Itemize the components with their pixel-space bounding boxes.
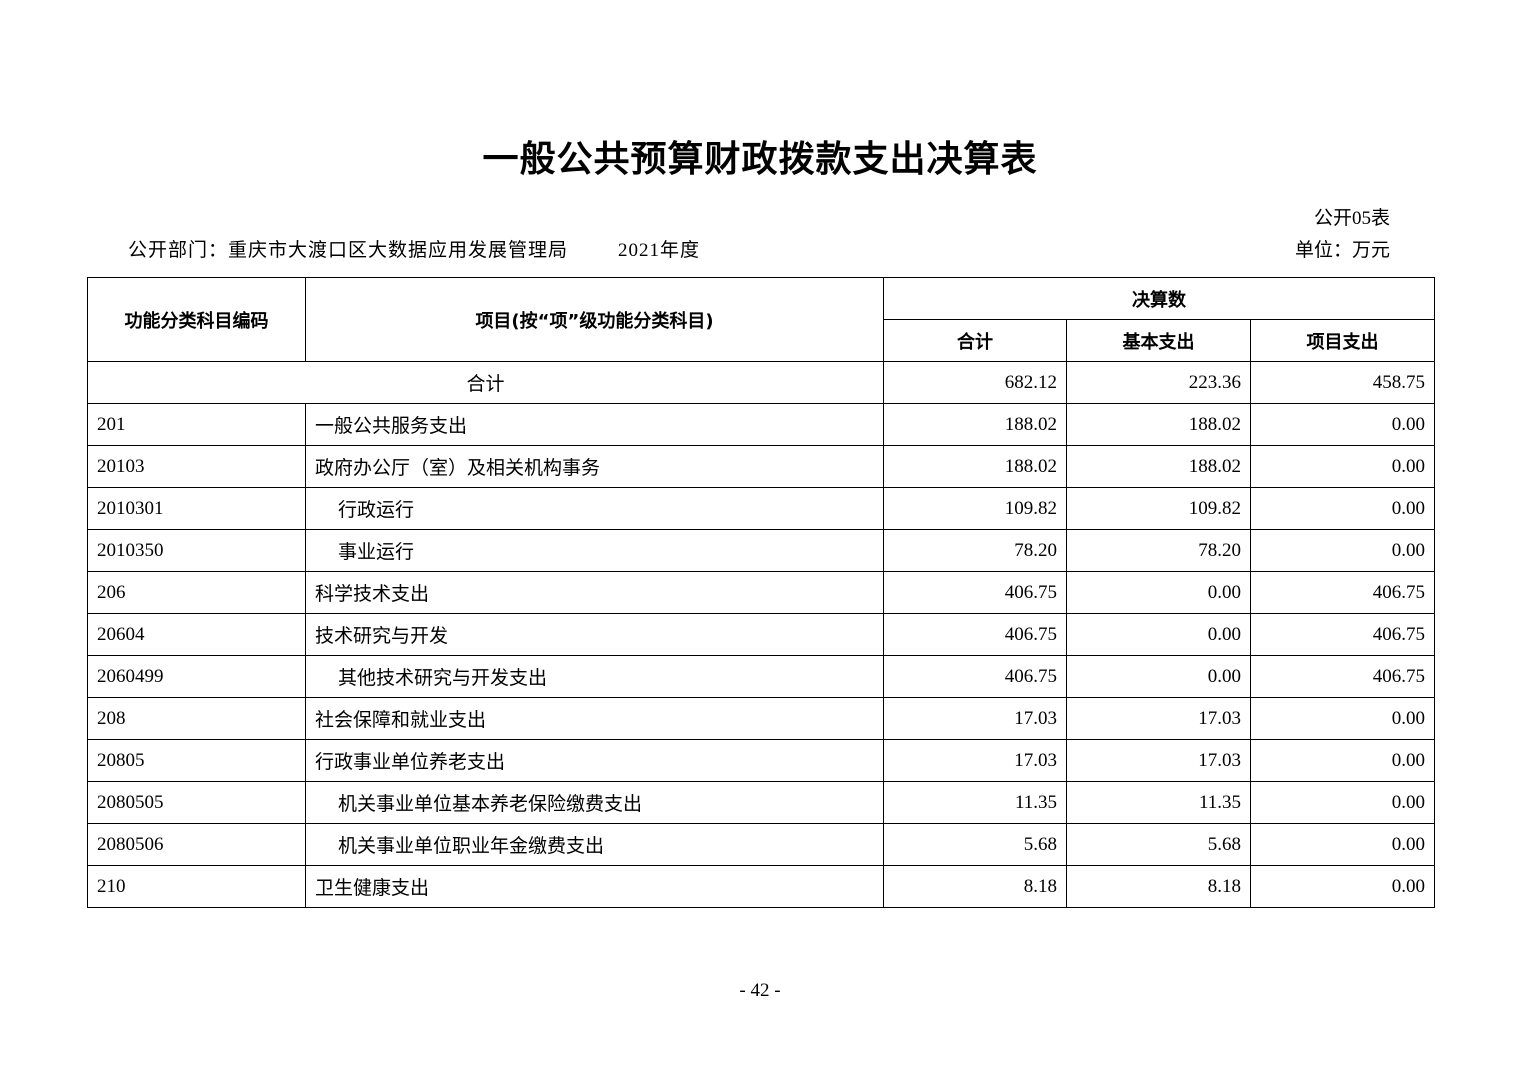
cell-name: 政府办公厅（室）及相关机构事务 bbox=[305, 445, 884, 488]
table-row: 2080506 机关事业单位职业年金缴费支出 5.68 5.68 0.00 bbox=[87, 823, 1435, 866]
cell-basic: 78.20 bbox=[1066, 529, 1251, 572]
department: 公开部门：重庆市大渡口区大数据应用发展管理局 bbox=[128, 240, 569, 261]
total-label: 合计 bbox=[87, 361, 884, 404]
cell-name: 社会保障和就业支出 bbox=[305, 697, 884, 740]
cell-total: 406.75 bbox=[883, 571, 1067, 614]
header-project: 项目支出 bbox=[1250, 319, 1435, 362]
cell-name: 一般公共服务支出 bbox=[305, 403, 884, 446]
table-number: 公开05表 bbox=[1313, 208, 1390, 229]
cell-basic: 5.68 bbox=[1066, 823, 1251, 866]
cell-code: 210 bbox=[87, 865, 306, 908]
cell-total: 109.82 bbox=[883, 487, 1067, 530]
total-basic: 223.36 bbox=[1066, 361, 1251, 404]
cell-code: 2010350 bbox=[87, 529, 306, 572]
table-row: 201 一般公共服务支出 188.02 188.02 0.00 bbox=[87, 403, 1435, 446]
total-project: 458.75 bbox=[1250, 361, 1435, 404]
cell-name: 卫生健康支出 bbox=[305, 865, 884, 908]
cell-code: 20604 bbox=[87, 613, 306, 656]
cell-project: 0.00 bbox=[1250, 865, 1435, 908]
document-title: 一般公共预算财政拨款支出决算表 bbox=[482, 139, 1038, 180]
cell-total: 188.02 bbox=[883, 403, 1067, 446]
cell-name: 事业运行 bbox=[305, 529, 884, 572]
header-basic: 基本支出 bbox=[1066, 319, 1251, 362]
year: 2021年度 bbox=[618, 240, 701, 261]
cell-code: 208 bbox=[87, 697, 306, 740]
header-row: 功能分类科目编码 项目(按“项”级功能分类科目) 决算数 bbox=[87, 277, 1435, 362]
cell-basic: 0.00 bbox=[1066, 613, 1251, 656]
cell-basic: 11.35 bbox=[1066, 781, 1251, 824]
cell-name: 行政事业单位养老支出 bbox=[305, 739, 884, 782]
cell-project: 0.00 bbox=[1250, 403, 1435, 446]
cell-total: 17.03 bbox=[883, 739, 1067, 782]
cell-project: 406.75 bbox=[1250, 613, 1435, 656]
cell-total: 78.20 bbox=[883, 529, 1067, 572]
table-row: 206 科学技术支出 406.75 0.00 406.75 bbox=[87, 571, 1435, 614]
cell-total: 17.03 bbox=[883, 697, 1067, 740]
header-item: 项目(按“项”级功能分类科目) bbox=[305, 277, 884, 362]
table-row: 2010350 事业运行 78.20 78.20 0.00 bbox=[87, 529, 1435, 572]
cell-project: 0.00 bbox=[1250, 487, 1435, 530]
table-row: 208 社会保障和就业支出 17.03 17.03 0.00 bbox=[87, 697, 1435, 740]
department-line: 公开部门：重庆市大渡口区大数据应用发展管理局 2021年度 bbox=[128, 235, 700, 262]
cell-basic: 0.00 bbox=[1066, 655, 1251, 698]
expenditure-table: 功能分类科目编码 项目(按“项”级功能分类科目) 决算数 合计 基本支出 项目支… bbox=[87, 277, 1435, 908]
cell-basic: 17.03 bbox=[1066, 697, 1251, 740]
cell-name: 技术研究与开发 bbox=[305, 613, 884, 656]
cell-code: 2010301 bbox=[87, 487, 306, 530]
cell-basic: 109.82 bbox=[1066, 487, 1251, 530]
cell-name: 机关事业单位基本养老保险缴费支出 bbox=[305, 781, 884, 824]
total-total: 682.12 bbox=[883, 361, 1067, 404]
header-subrow: 合计 基本支出 项目支出 bbox=[88, 319, 1435, 362]
table-row: 2010301 行政运行 109.82 109.82 0.00 bbox=[87, 487, 1435, 530]
cell-basic: 0.00 bbox=[1066, 571, 1251, 614]
total-row: 合计 682.12 223.36 458.75 bbox=[87, 361, 1435, 404]
header-total: 合计 bbox=[883, 319, 1067, 362]
cell-name: 机关事业单位职业年金缴费支出 bbox=[305, 823, 884, 866]
cell-basic: 8.18 bbox=[1066, 865, 1251, 908]
page-number: - 42 - bbox=[739, 980, 781, 1001]
cell-project: 0.00 bbox=[1250, 739, 1435, 782]
cell-basic: 17.03 bbox=[1066, 739, 1251, 782]
cell-code: 201 bbox=[87, 403, 306, 446]
table-row: 210 卫生健康支出 8.18 8.18 0.00 bbox=[87, 865, 1435, 908]
cell-name: 行政运行 bbox=[305, 487, 884, 530]
table-row: 20805 行政事业单位养老支出 17.03 17.03 0.00 bbox=[87, 739, 1435, 782]
header-code: 功能分类科目编码 bbox=[87, 277, 306, 362]
cell-project: 0.00 bbox=[1250, 823, 1435, 866]
cell-project: 0.00 bbox=[1250, 445, 1435, 488]
cell-total: 406.75 bbox=[883, 613, 1067, 656]
cell-total: 406.75 bbox=[883, 655, 1067, 698]
cell-code: 2080506 bbox=[87, 823, 306, 866]
cell-project: 406.75 bbox=[1250, 655, 1435, 698]
cell-total: 8.18 bbox=[883, 865, 1067, 908]
cell-total: 11.35 bbox=[883, 781, 1067, 824]
table-row: 20103 政府办公厅（室）及相关机构事务 188.02 188.02 0.00 bbox=[87, 445, 1435, 488]
table-row: 20604 技术研究与开发 406.75 0.00 406.75 bbox=[87, 613, 1435, 656]
cell-code: 20805 bbox=[87, 739, 306, 782]
cell-project: 406.75 bbox=[1250, 571, 1435, 614]
table-row: 2060499 其他技术研究与开发支出 406.75 0.00 406.75 bbox=[87, 655, 1435, 698]
cell-basic: 188.02 bbox=[1066, 445, 1251, 488]
cell-name: 科学技术支出 bbox=[305, 571, 884, 614]
cell-code: 2080505 bbox=[87, 781, 306, 824]
cell-project: 0.00 bbox=[1250, 697, 1435, 740]
cell-basic: 188.02 bbox=[1066, 403, 1251, 446]
table-row: 2080505 机关事业单位基本养老保险缴费支出 11.35 11.35 0.00 bbox=[87, 781, 1435, 824]
cell-project: 0.00 bbox=[1250, 529, 1435, 572]
cell-name: 其他技术研究与开发支出 bbox=[305, 655, 884, 698]
cell-project: 0.00 bbox=[1250, 781, 1435, 824]
unit-label: 单位：万元 bbox=[1294, 240, 1390, 261]
cell-code: 20103 bbox=[87, 445, 306, 488]
cell-total: 5.68 bbox=[883, 823, 1067, 866]
cell-code: 2060499 bbox=[87, 655, 306, 698]
cell-total: 188.02 bbox=[883, 445, 1067, 488]
cell-code: 206 bbox=[87, 571, 306, 614]
header-group: 决算数 bbox=[883, 277, 1435, 320]
